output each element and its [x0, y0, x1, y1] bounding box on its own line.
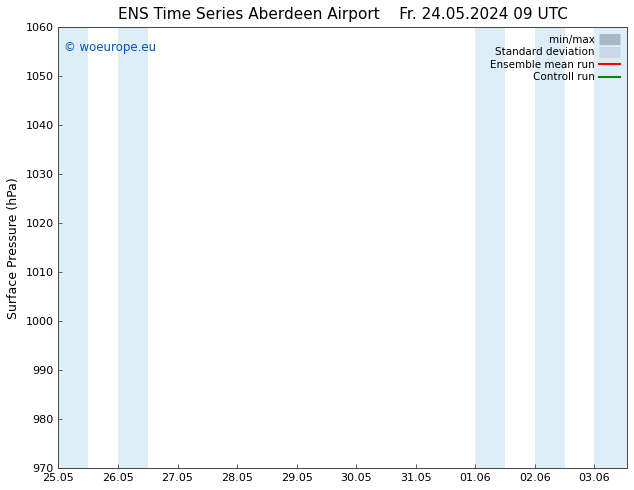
Text: © woeurope.eu: © woeurope.eu — [64, 41, 157, 53]
Bar — [534, 27, 564, 468]
Y-axis label: Surface Pressure (hPa): Surface Pressure (hPa) — [7, 177, 20, 318]
Title: ENS Time Series Aberdeen Airport    Fr. 24.05.2024 09 UTC: ENS Time Series Aberdeen Airport Fr. 24.… — [118, 7, 567, 22]
Bar — [594, 27, 627, 468]
Bar — [476, 27, 505, 468]
Legend: min/max, Standard deviation, Ensemble mean run, Controll run: min/max, Standard deviation, Ensemble me… — [488, 32, 622, 84]
Bar — [58, 27, 88, 468]
Bar — [118, 27, 148, 468]
